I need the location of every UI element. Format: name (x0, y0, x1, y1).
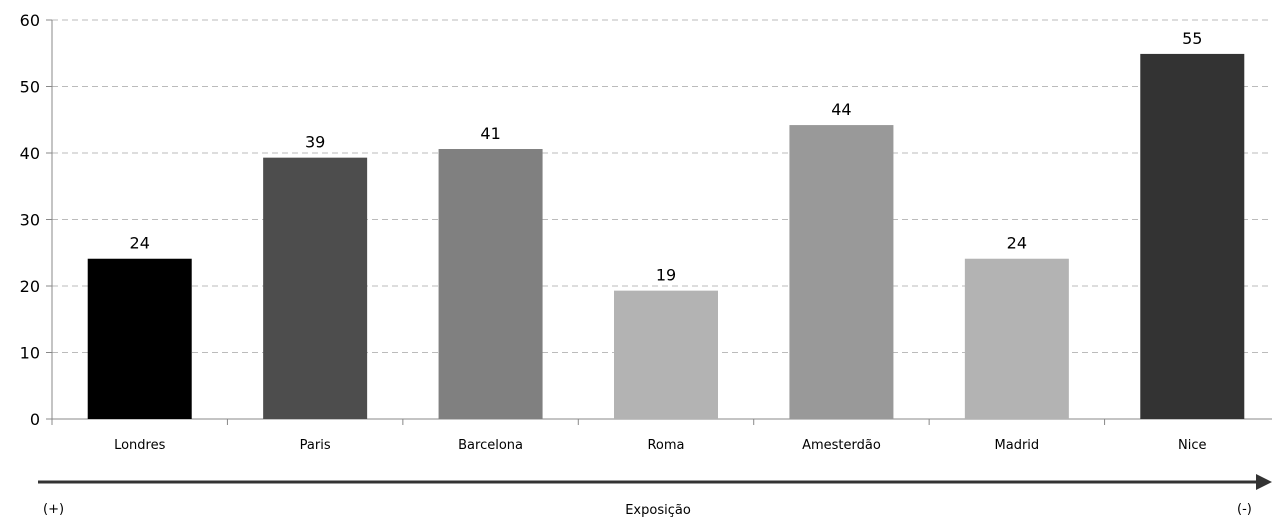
category-label: Amesterdão (802, 438, 881, 453)
bar (87, 258, 192, 419)
bar (438, 149, 543, 419)
y-tick-label: 10 (20, 344, 40, 363)
category-label: Barcelona (458, 438, 523, 453)
bar (614, 290, 718, 419)
bar (1140, 53, 1245, 419)
x-axis-ticks (51, 419, 1106, 425)
data-label: 19 (656, 266, 676, 285)
footer-left-label: (+) (43, 502, 64, 517)
bar (789, 125, 894, 419)
footer-right-label: (-) (1237, 502, 1252, 517)
data-label: 41 (480, 124, 500, 143)
exposure-arrow-head (1256, 474, 1272, 490)
data-label: 24 (130, 234, 150, 253)
y-tick-label: 20 (20, 277, 40, 296)
y-tick-label: 60 (20, 11, 40, 30)
data-label: 39 (305, 133, 325, 152)
data-labels: 24 39 41 19 44 24 55 (130, 29, 1203, 285)
category-label: Roma (647, 438, 684, 453)
data-label: 24 (1007, 234, 1027, 253)
bars (87, 53, 1245, 419)
category-label: Paris (300, 438, 331, 453)
footer-center-label: Exposição (625, 503, 691, 518)
y-tick-label: 30 (20, 211, 40, 230)
category-label: Londres (114, 438, 166, 453)
y-tick-label: 40 (20, 144, 40, 163)
data-label: 55 (1182, 29, 1202, 48)
category-label: Madrid (995, 438, 1040, 453)
data-label: 44 (831, 100, 851, 119)
y-tick-label: 50 (20, 78, 40, 97)
gridlines (52, 19, 1272, 353)
y-axis-ticks: 0 10 20 30 40 50 60 (20, 11, 52, 429)
y-tick-label: 0 (30, 410, 40, 429)
category-label: Nice (1178, 438, 1206, 453)
bar (964, 258, 1069, 419)
bar (263, 157, 368, 419)
category-labels: Londres Paris Barcelona Roma Amesterdão Madri… (114, 438, 1206, 453)
